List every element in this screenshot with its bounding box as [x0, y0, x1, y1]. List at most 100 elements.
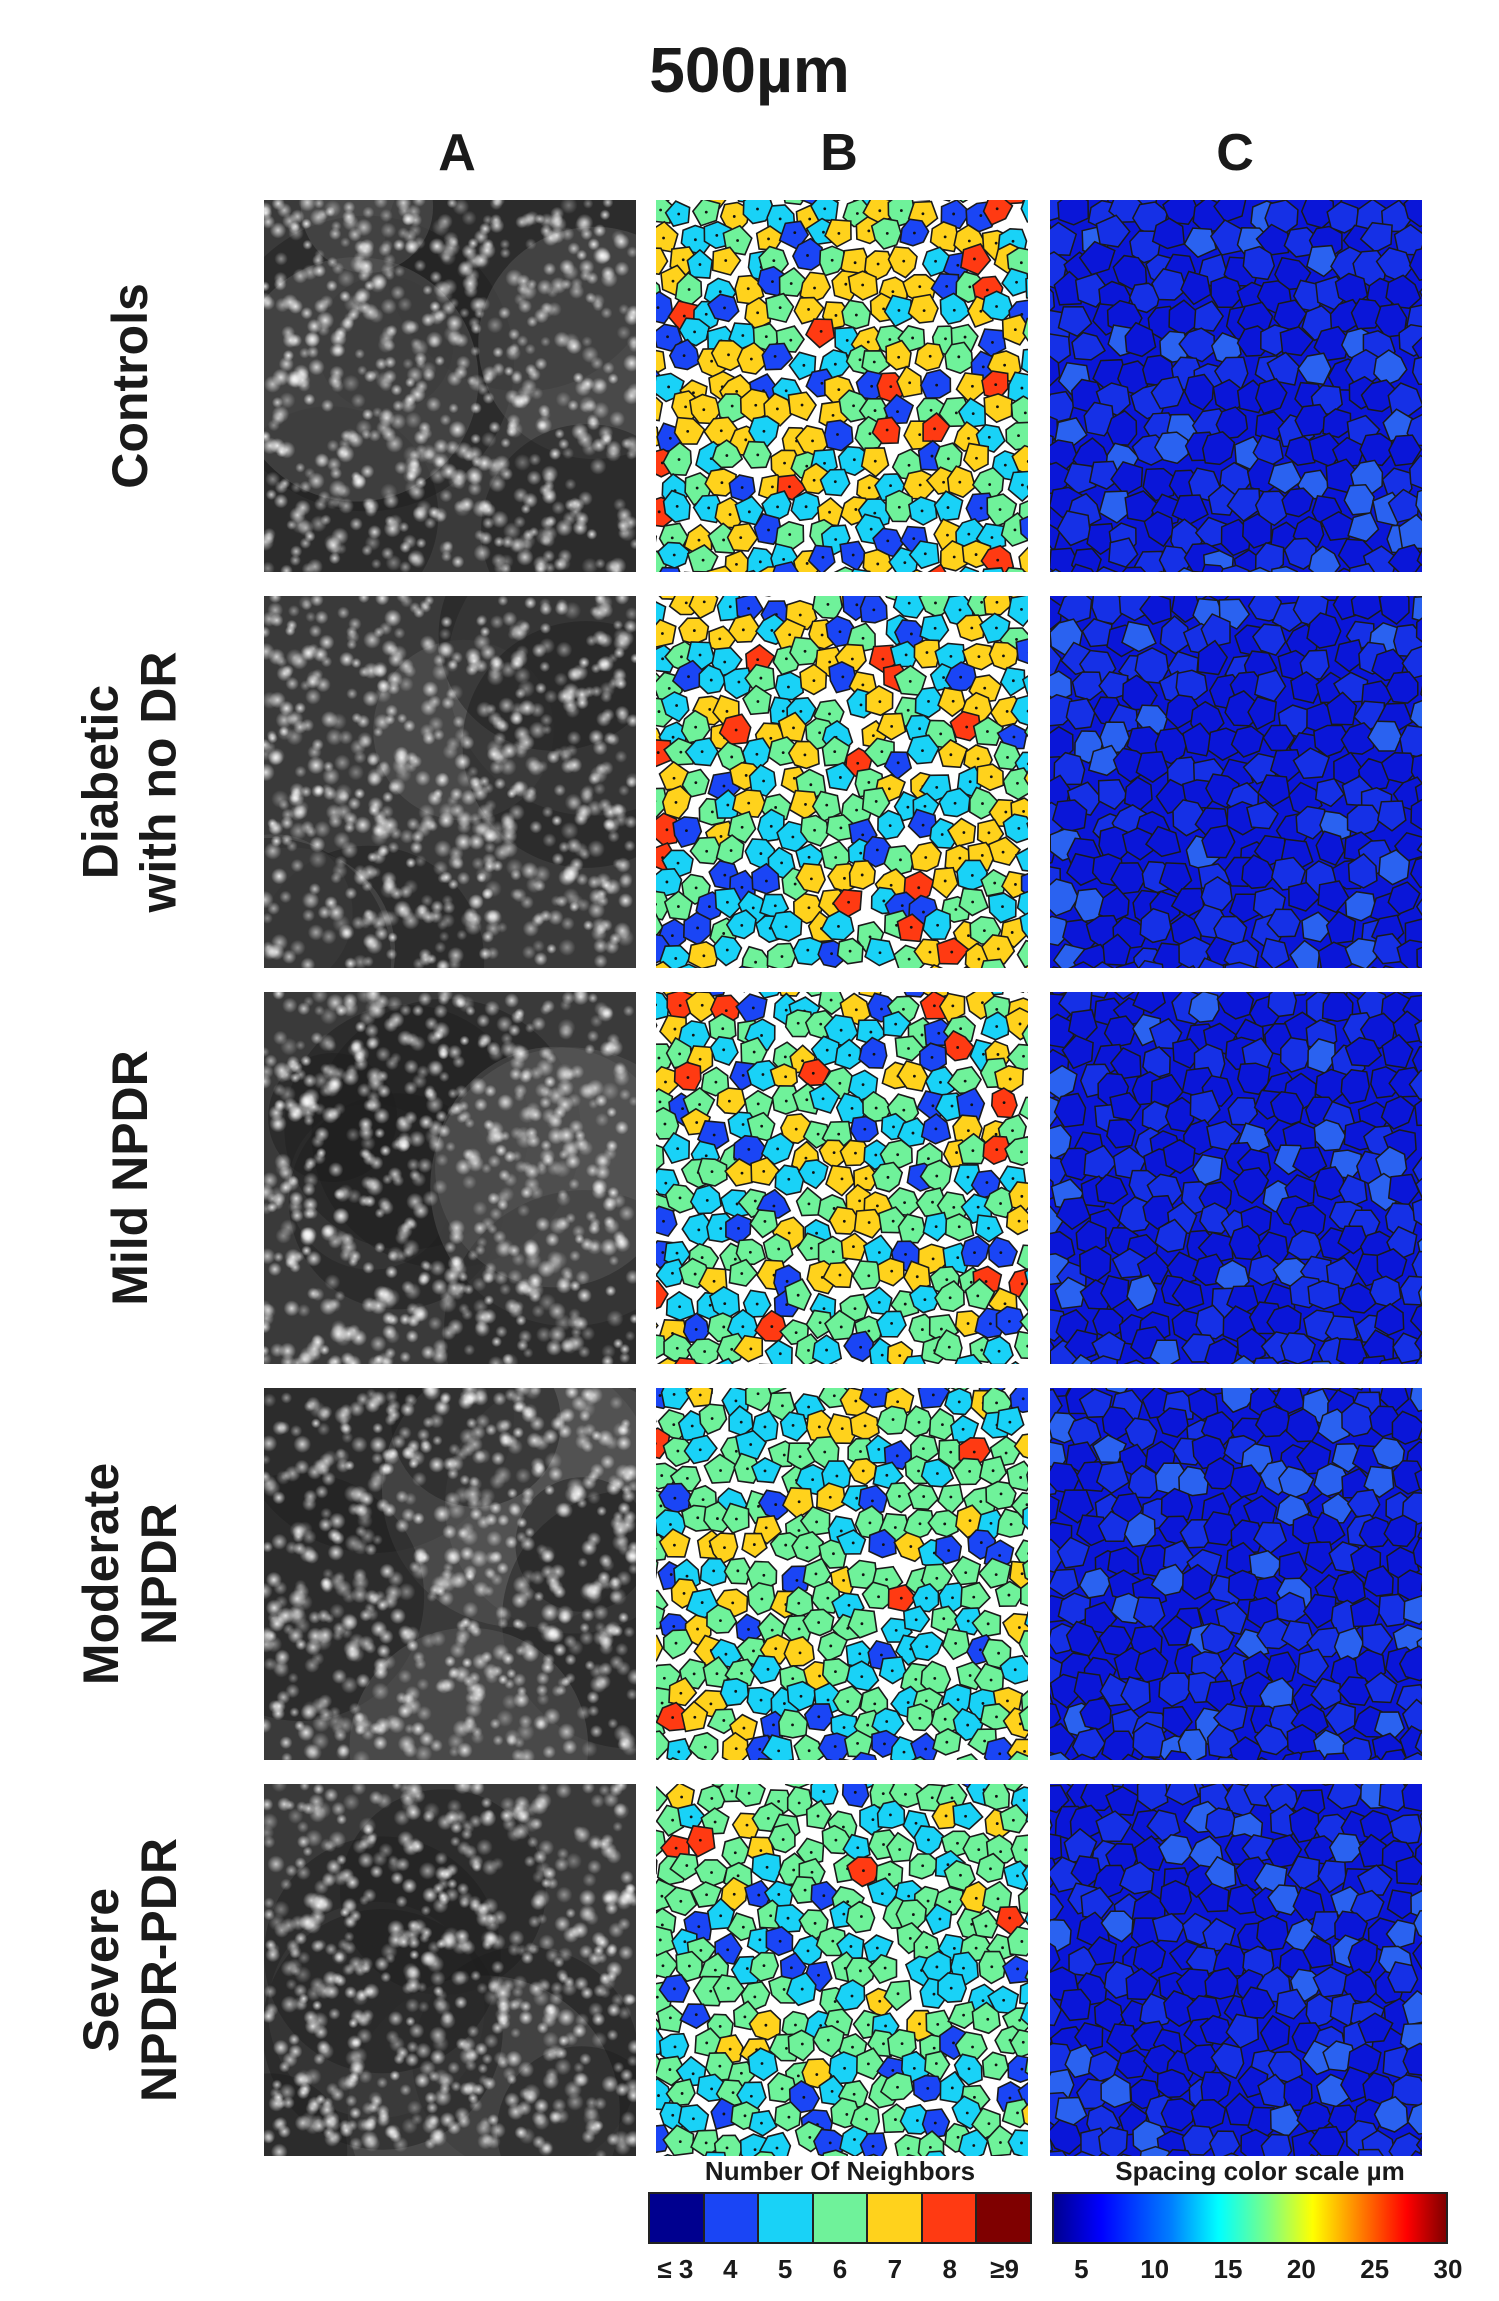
- spacing-cell: [1050, 1013, 1075, 1049]
- photoreceptor-dot: [325, 728, 343, 746]
- photoreceptor-dot: [411, 1004, 424, 1017]
- voronoi-cell: [825, 1164, 856, 1197]
- spacing-cell: [1180, 270, 1212, 306]
- photoreceptor-dot: [264, 763, 275, 782]
- photoreceptor-dot: [382, 1311, 396, 1325]
- cell-center-dot: [708, 707, 712, 711]
- photoreceptor-dot: [461, 1522, 475, 1535]
- spacing-cell: [1132, 992, 1166, 1014]
- photoreceptor-dot: [498, 306, 511, 320]
- image-shade: [300, 200, 434, 274]
- photoreceptor-dot: [456, 1619, 468, 1632]
- voronoi-cell: [982, 1335, 1014, 1364]
- photoreceptor-dot: [354, 1021, 367, 1033]
- photoreceptor-dot: [587, 238, 600, 251]
- photoreceptor-dot: [405, 857, 417, 869]
- photoreceptor-dot: [290, 545, 303, 558]
- voronoi-cell: [858, 1036, 888, 1069]
- photoreceptor-dot: [419, 599, 430, 611]
- photoreceptor-dot: [373, 713, 391, 731]
- cell-center-dot: [744, 438, 748, 442]
- cell-center-dot: [911, 1131, 915, 1135]
- cell-center-dot: [656, 1003, 658, 1007]
- spacing-cell: [1050, 597, 1063, 631]
- photoreceptor-dot: [600, 270, 618, 288]
- cell-center-dot: [834, 856, 838, 859]
- photoreceptor-dot: [516, 548, 534, 566]
- photoreceptor-dot: [461, 1657, 473, 1669]
- photoreceptor-dot: [621, 1740, 636, 1756]
- voronoi-cell: [656, 867, 683, 897]
- cell-center-dot: [957, 1225, 961, 1229]
- photoreceptor-dot: [361, 880, 373, 892]
- cell-center-dot: [813, 828, 816, 832]
- photoreceptor-dot: [272, 992, 285, 1000]
- spacing-cell: [1121, 566, 1147, 572]
- photoreceptor-dot: [280, 564, 293, 572]
- cell-center-dot: [771, 280, 774, 284]
- photoreceptor-dot: [581, 1741, 598, 1758]
- cell-center-dot: [710, 1170, 714, 1174]
- photoreceptor-dot: [544, 562, 556, 572]
- cell-center-dot: [740, 1171, 744, 1175]
- photoreceptor-dot: [614, 1120, 629, 1135]
- voronoi-cell: [1007, 470, 1028, 503]
- photoreceptor-dot: [537, 1545, 556, 1564]
- photoreceptor-dot: [505, 345, 517, 357]
- cell-center-dot: [822, 230, 825, 234]
- cell-center-dot: [956, 1256, 960, 1260]
- cell-center-dot: [999, 1202, 1002, 1205]
- photoreceptor-dot: [592, 401, 610, 419]
- voronoi-cell: [1005, 421, 1028, 451]
- cell-center-dot: [809, 783, 813, 787]
- spacing-cell: [1050, 644, 1063, 677]
- photoreceptor-dot: [412, 1471, 427, 1487]
- cell-center-dot: [1005, 709, 1009, 713]
- spacing-cell: [1068, 961, 1096, 968]
- row-label-text: Moderate NPDR: [72, 1463, 188, 1685]
- voronoi-cell: [1004, 1007, 1028, 1041]
- photoreceptor-dot: [361, 429, 372, 440]
- cell-center-dot: [1002, 654, 1005, 658]
- photoreceptor-dot: [318, 634, 335, 651]
- voronoi-cell: [963, 965, 971, 968]
- photoreceptor-dot: [312, 264, 326, 278]
- cell-center-dot: [672, 776, 676, 780]
- cell-center-dot: [735, 562, 738, 566]
- photoreceptor-dot: [553, 331, 570, 348]
- voronoi-cell: [954, 1353, 983, 1364]
- photoreceptor-dot: [539, 1096, 552, 1109]
- photoreceptor-dot: [544, 1452, 563, 1470]
- photoreceptor-dot: [502, 522, 521, 540]
- photoreceptor-dot: [382, 1324, 397, 1340]
- photoreceptor-dot: [413, 606, 425, 619]
- cell-center-dot: [854, 1008, 858, 1012]
- photoreceptor-dot: [616, 507, 633, 523]
- photoreceptor-dot: [297, 519, 314, 537]
- photoreceptor-dot: [432, 728, 445, 741]
- cell-center-dot: [702, 600, 706, 604]
- photoreceptor-dot: [321, 928, 337, 945]
- photoreceptor-dot: [529, 1066, 544, 1080]
- cell-center-dot: [704, 1154, 708, 1158]
- spacing-cell: [1348, 562, 1376, 572]
- photoreceptor-dot: [520, 861, 539, 880]
- spacing-cell: [1162, 1138, 1196, 1175]
- row-label-line: Severe: [73, 1887, 129, 2053]
- photoreceptor-dot: [425, 396, 442, 412]
- photoreceptor-dot: [446, 1467, 459, 1480]
- photoreceptor-dot: [602, 818, 615, 831]
- spacing-cell: [1050, 333, 1071, 367]
- cell-center-dot: [946, 533, 949, 537]
- photoreceptor-dot: [390, 645, 408, 662]
- photoreceptor-dot: [579, 786, 594, 801]
- photoreceptor-dot: [551, 852, 565, 866]
- spacing-map: [1050, 200, 1422, 572]
- photoreceptor-dot: [329, 1298, 341, 1310]
- cell-center-dot: [698, 1057, 702, 1061]
- photoreceptor-dot: [349, 517, 363, 531]
- photoreceptor-dot: [613, 812, 629, 828]
- photoreceptor-dot: [343, 821, 356, 834]
- photoreceptor-dot: [519, 539, 533, 553]
- photoreceptor-dot: [454, 832, 473, 851]
